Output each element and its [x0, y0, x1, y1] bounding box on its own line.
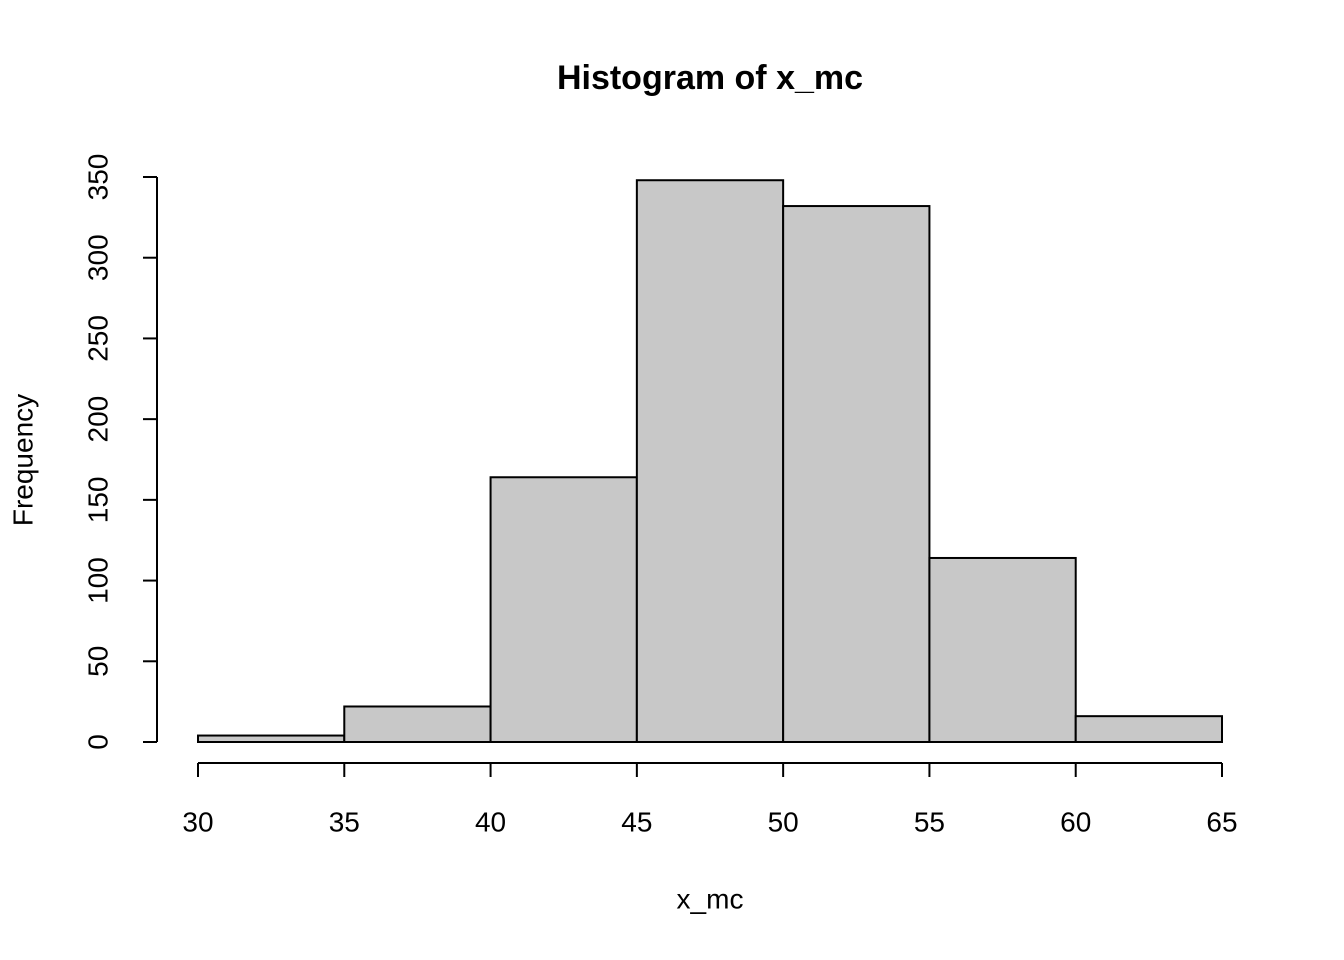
- x-tick-label: 35: [329, 806, 360, 837]
- x-tick-label: 55: [914, 806, 945, 837]
- x-tick-label: 40: [475, 806, 506, 837]
- bar: [782, 205, 931, 744]
- y-tick-label: 250: [82, 315, 113, 362]
- x-tick-label: 45: [621, 806, 652, 837]
- y-tick-label: 0: [82, 734, 113, 750]
- bar: [489, 476, 638, 743]
- x-tick-label: 65: [1206, 806, 1237, 837]
- x-axis-label: x_mc: [677, 883, 744, 914]
- y-tick-label: 350: [82, 154, 113, 201]
- bar: [928, 556, 1077, 743]
- chart-title: Histogram of x_mc: [557, 59, 863, 97]
- bar: [197, 734, 346, 743]
- x-tick-label: 30: [182, 806, 213, 837]
- bar: [1074, 715, 1223, 744]
- bar: [343, 705, 492, 744]
- x-tick-label: 60: [1060, 806, 1091, 837]
- y-tick-label: 100: [82, 557, 113, 604]
- y-axis-label: Frequency: [7, 394, 38, 526]
- y-tick-label: 150: [82, 476, 113, 523]
- x-tick-label: 50: [768, 806, 799, 837]
- y-tick-label: 300: [82, 234, 113, 281]
- y-tick-label: 200: [82, 396, 113, 443]
- bar: [635, 179, 785, 743]
- y-tick-label: 50: [82, 646, 113, 677]
